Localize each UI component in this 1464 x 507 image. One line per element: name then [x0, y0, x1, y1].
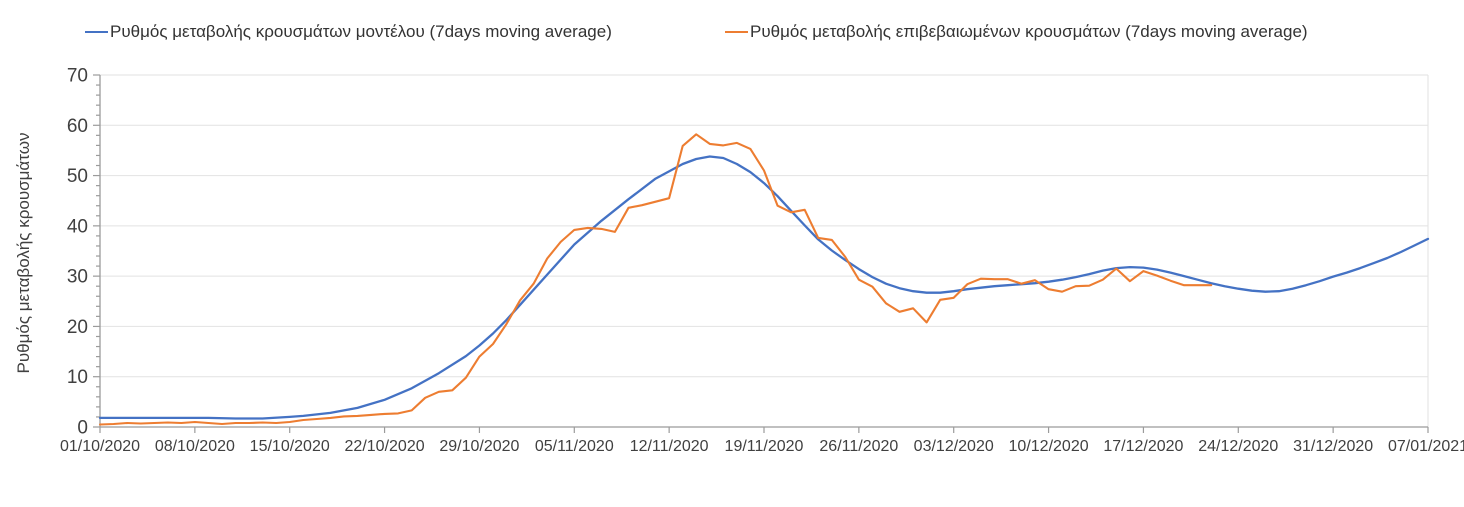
legend-label-model: Ρυθμός μεταβολής κρουσμάτων μοντέλου (7d… [110, 22, 612, 41]
x-tick-label: 03/12/2020 [914, 438, 994, 455]
x-tick-label: 29/10/2020 [439, 438, 519, 455]
y-axis-tick-labels: 0 10 20 30 40 50 60 70 [67, 66, 88, 439]
x-tick-label: 22/10/2020 [345, 438, 425, 455]
x-axis-ticks [99, 427, 1429, 433]
y-tick-label: 70 [67, 66, 88, 87]
legend-line-marker-confirmed [725, 30, 748, 34]
x-axis-tick-labels: 01/10/2020 08/10/2020 15/10/2020 22/10/2020… [60, 438, 1464, 455]
x-tick-label: 17/12/2020 [1103, 438, 1183, 455]
x-tick-label: 08/10/2020 [155, 438, 235, 455]
legend-label-confirmed: Ρυθμός μεταβολής επιβεβαιωμένων κρουσμάτ… [750, 22, 1308, 41]
legend-item-confirmed: Ρυθμός μεταβολής επιβεβαιωμένων κρουσμάτ… [725, 22, 1308, 42]
y-tick-label: 40 [67, 216, 88, 237]
y-tick-label: 50 [67, 166, 88, 187]
series-line-confirmed [98, 133, 1213, 426]
gridlines [100, 74, 1429, 427]
y-tick-label: 20 [67, 317, 88, 338]
x-tick-label: 24/12/2020 [1198, 438, 1278, 455]
x-tick-label: 15/10/2020 [250, 438, 330, 455]
legend: Ρυθμός μεταβολής κρουσμάτων μοντέλου (7d… [0, 22, 1464, 46]
x-tick-label: 12/11/2020 [630, 438, 709, 455]
y-tick-label: 60 [67, 116, 88, 137]
x-tick-label: 10/12/2020 [1009, 438, 1089, 455]
legend-item-model: Ρυθμός μεταβολής κρουσμάτων μοντέλου (7d… [85, 22, 612, 42]
series-line-model [98, 155, 1430, 420]
legend-line-marker-model [85, 30, 108, 34]
x-tick-label: 31/12/2020 [1293, 438, 1373, 455]
x-tick-label: 05/11/2020 [535, 438, 614, 455]
x-tick-label: 07/01/2021 [1388, 438, 1464, 455]
y-tick-label: 0 [77, 418, 88, 439]
x-tick-label: 01/10/2020 [60, 438, 140, 455]
x-tick-label: 26/11/2020 [819, 438, 898, 455]
y-tick-label: 30 [67, 267, 88, 288]
y-tick-label: 10 [67, 367, 88, 388]
x-tick-label: 19/11/2020 [725, 438, 804, 455]
y-axis-ticks [93, 74, 100, 428]
